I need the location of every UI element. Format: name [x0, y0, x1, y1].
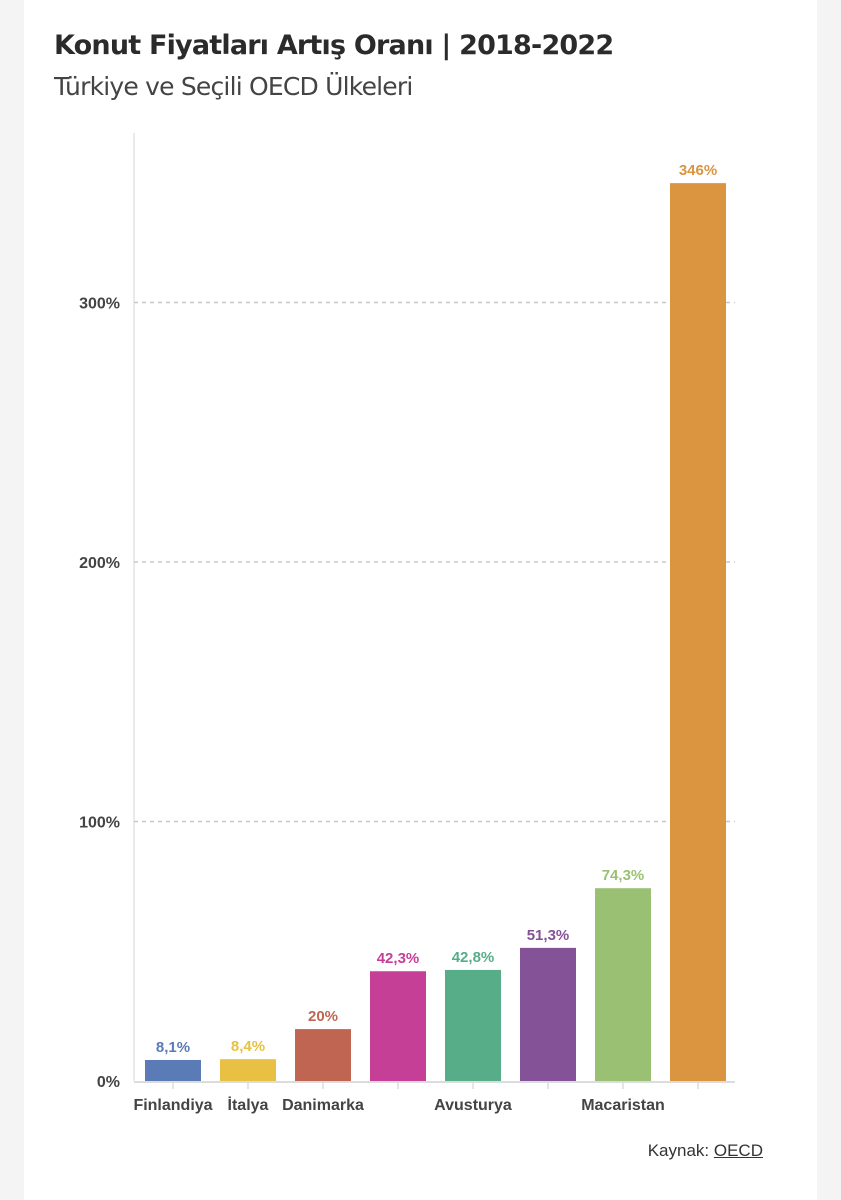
source-label: Kaynak: [647, 1141, 710, 1160]
x-tick-label: Finlandiya [133, 1097, 212, 1114]
bar-layer [145, 183, 726, 1081]
bar-value-label: 74,3% [602, 867, 645, 884]
label-layer: 0% 100% 200% 300% 8,1% Finlandiya 8,4% İtalya 20… [79, 162, 717, 1114]
x-tick-label: Avusturya [434, 1097, 512, 1114]
bar-macaristan [595, 888, 651, 1081]
bar-value-label: 51,3% [527, 927, 570, 944]
bar-value-label: 346% [679, 162, 717, 179]
source-link[interactable]: OECD [713, 1141, 763, 1160]
bar-series-4 [370, 971, 426, 1081]
grid-layer [133, 133, 735, 1089]
bar-series-6 [520, 947, 576, 1081]
source-note: Kaynak: OECD [648, 1141, 763, 1161]
chart-title: Konut Fiyatları Artış Oranı | 2018-2022 [54, 30, 614, 61]
bar-series-8 [670, 183, 726, 1081]
chart-subtitle: Türkiye ve Seçili OECD Ülkeleri [54, 72, 413, 101]
x-tick-label: Danimarka [282, 1097, 364, 1114]
bar-value-label: 8,4% [231, 1038, 265, 1055]
y-tick-label: 100% [79, 815, 120, 832]
bar-value-label: 8,1% [156, 1039, 190, 1056]
x-tick-label: Macaristan [581, 1097, 665, 1114]
y-tick-label: 300% [79, 296, 120, 313]
bar-avusturya [445, 969, 501, 1081]
y-tick-label: 200% [79, 555, 120, 572]
x-tick-label: İtalya [228, 1096, 269, 1114]
bar-finlandiya [145, 1059, 201, 1081]
y-tick-label: 0% [97, 1074, 120, 1091]
bar-value-label: 42,8% [452, 949, 495, 966]
bar-i-talya [220, 1059, 276, 1081]
bar-value-label: 20% [308, 1008, 338, 1025]
bar-value-label: 42,3% [377, 950, 420, 967]
bar-danimarka [295, 1029, 351, 1081]
